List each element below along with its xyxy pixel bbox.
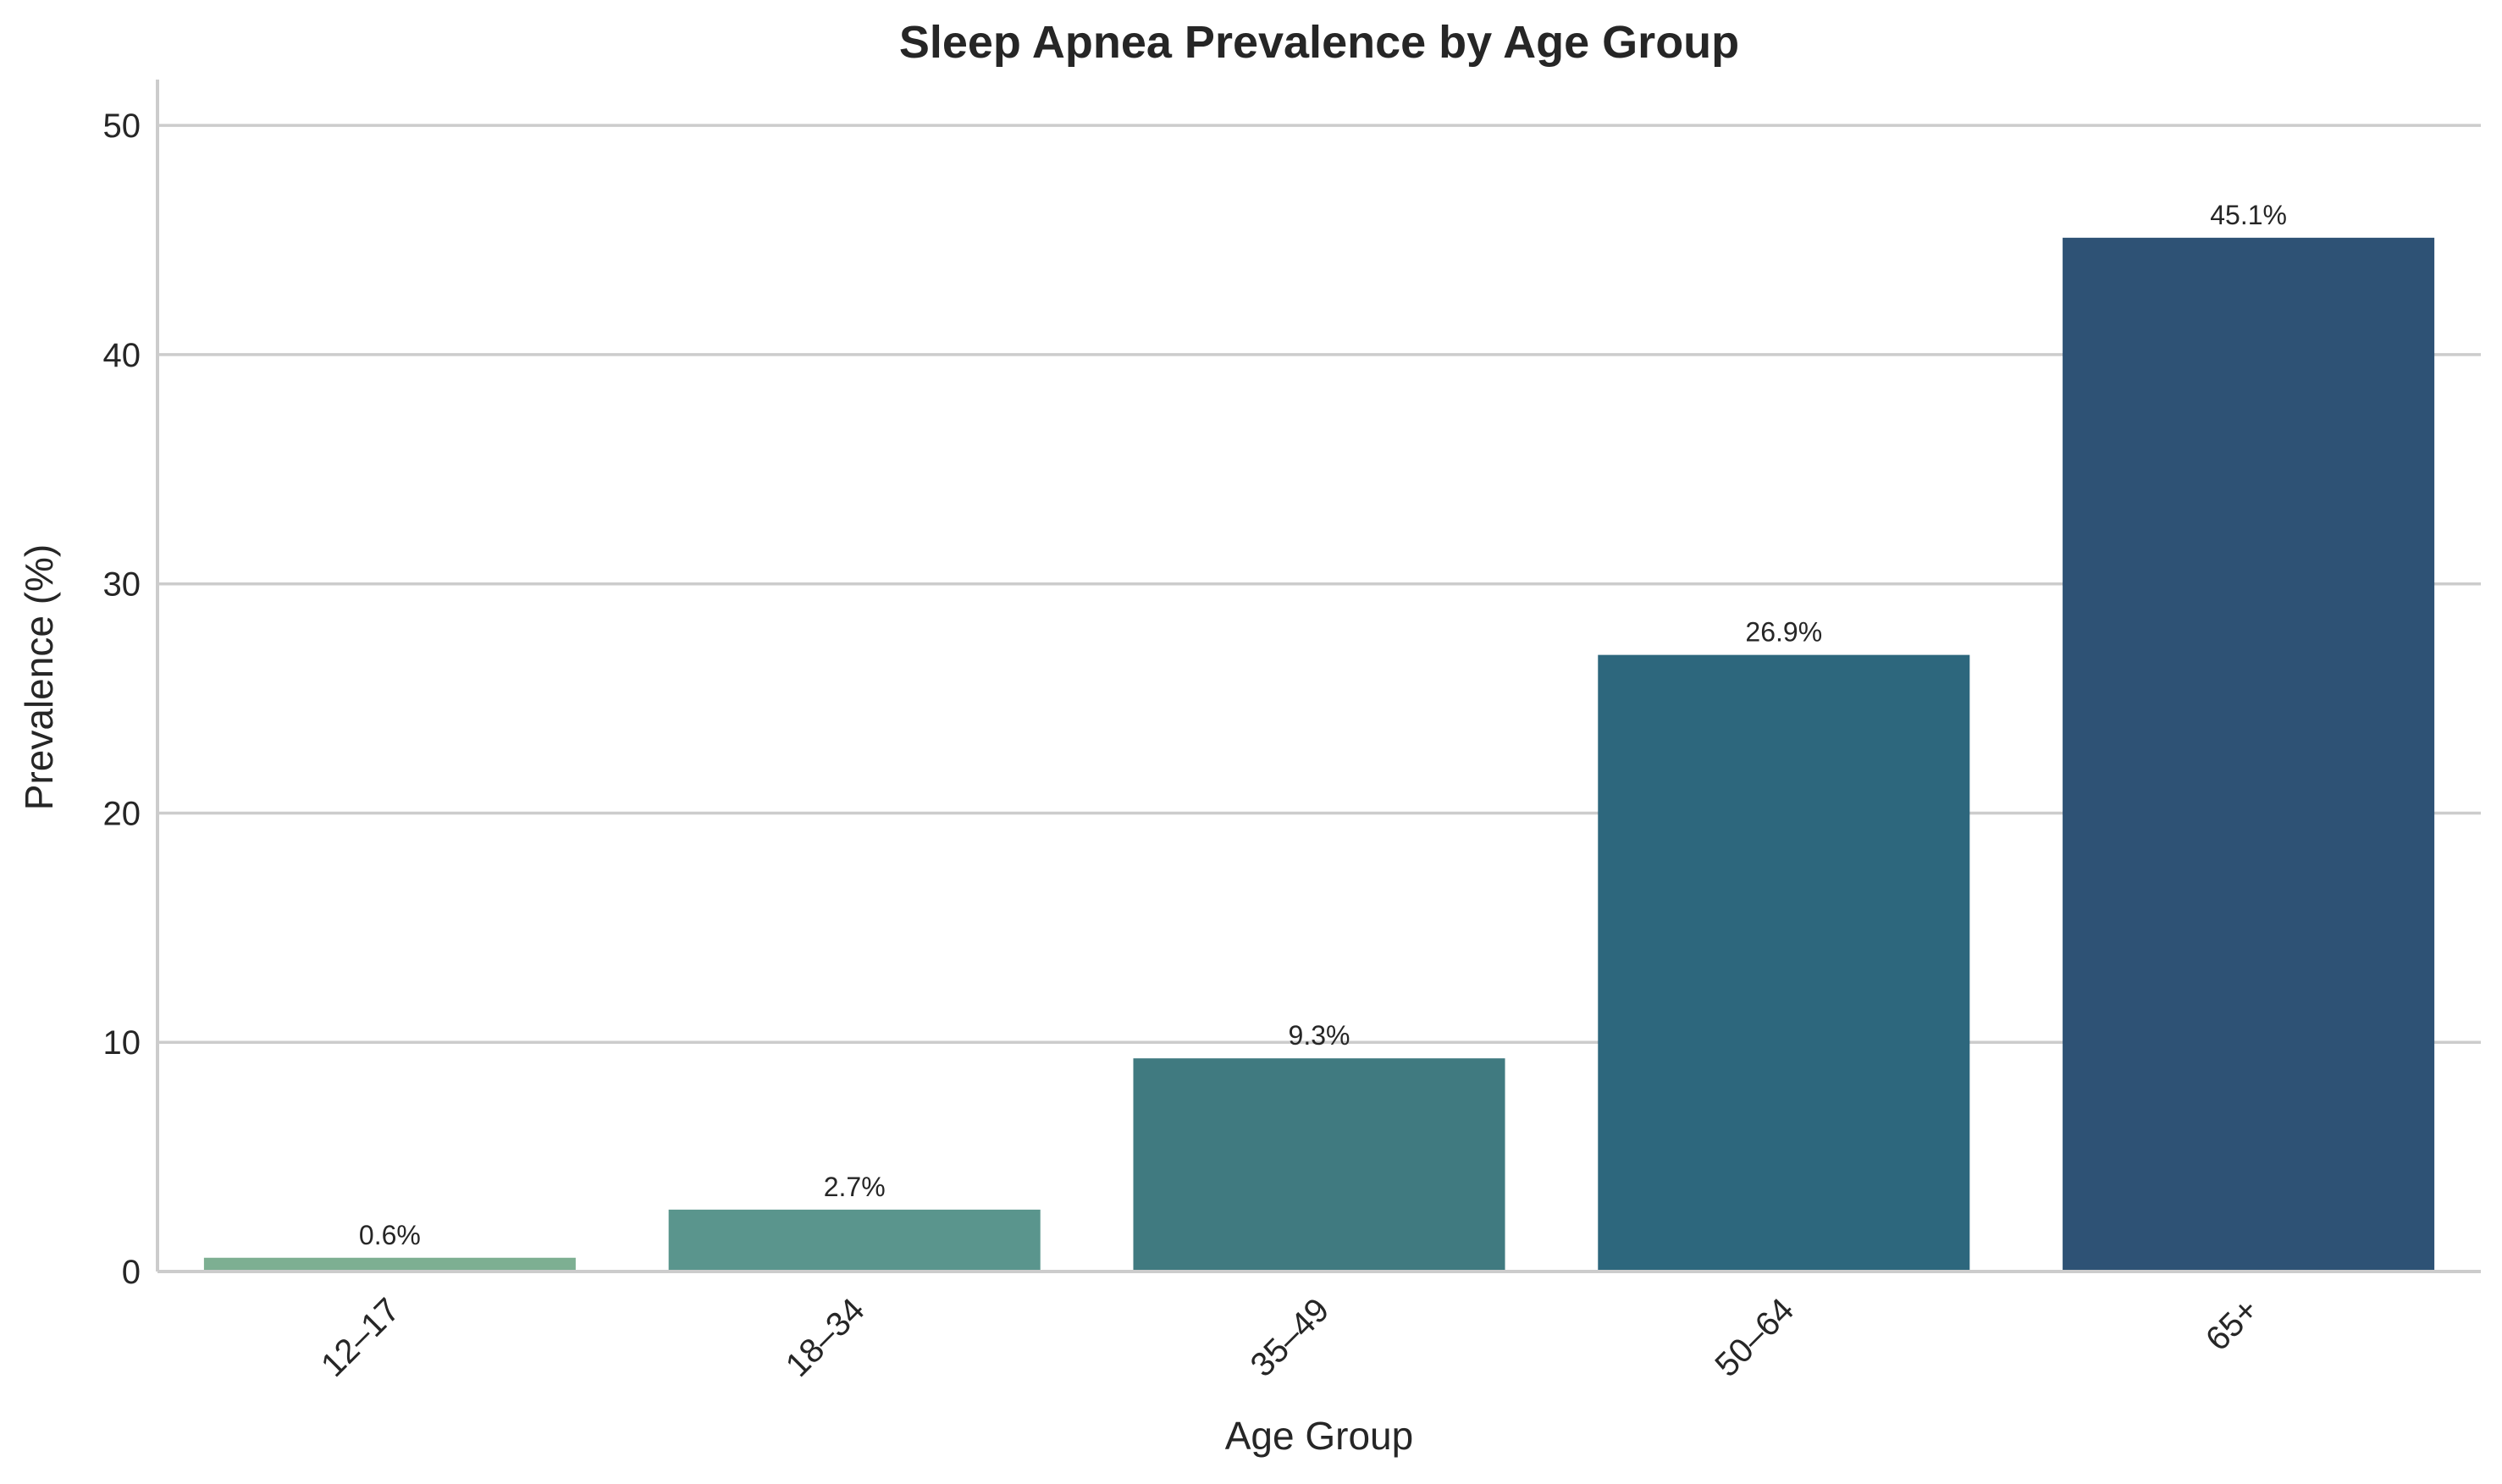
x-tick-label: 65+ <box>2199 1291 2266 1358</box>
bar <box>1133 1058 1505 1272</box>
y-tick-label: 40 <box>103 337 141 374</box>
x-tick-label: 12–17 <box>314 1291 407 1384</box>
data-label: 26.9% <box>1745 617 1822 648</box>
data-label: 0.6% <box>359 1220 421 1250</box>
bar <box>668 1209 1041 1272</box>
x-tick-label: 50–64 <box>1708 1291 1801 1384</box>
y-tick-label: 30 <box>103 566 141 604</box>
bar <box>1598 654 1970 1272</box>
x-tick-label: 35–49 <box>1244 1291 1337 1384</box>
y-tick-label: 0 <box>122 1254 141 1291</box>
chart-title: Sleep Apnea Prevalence by Age Group <box>899 17 1739 68</box>
y-tick-label: 20 <box>103 795 141 832</box>
data-label: 2.7% <box>824 1172 886 1202</box>
data-label: 45.1% <box>2210 200 2287 230</box>
bar <box>203 1257 576 1272</box>
y-tick-label: 50 <box>103 108 141 145</box>
data-labels: 0.6% 2.7% 9.3% 26.9% 45.1% <box>359 200 2287 1250</box>
x-tick-label: 18–34 <box>779 1291 872 1384</box>
x-axis-label: Age Group <box>1225 1414 1413 1458</box>
bar <box>2063 237 2435 1272</box>
y-axis-ticks: 0 10 20 30 40 50 <box>103 108 141 1291</box>
y-tick-label: 10 <box>103 1024 141 1062</box>
data-label: 9.3% <box>1289 1020 1350 1051</box>
y-axis-label: Prevalence (%) <box>17 544 61 810</box>
bars <box>203 237 2435 1272</box>
x-axis-ticks: 12–17 18–34 35–49 50–64 65+ <box>314 1291 2266 1384</box>
